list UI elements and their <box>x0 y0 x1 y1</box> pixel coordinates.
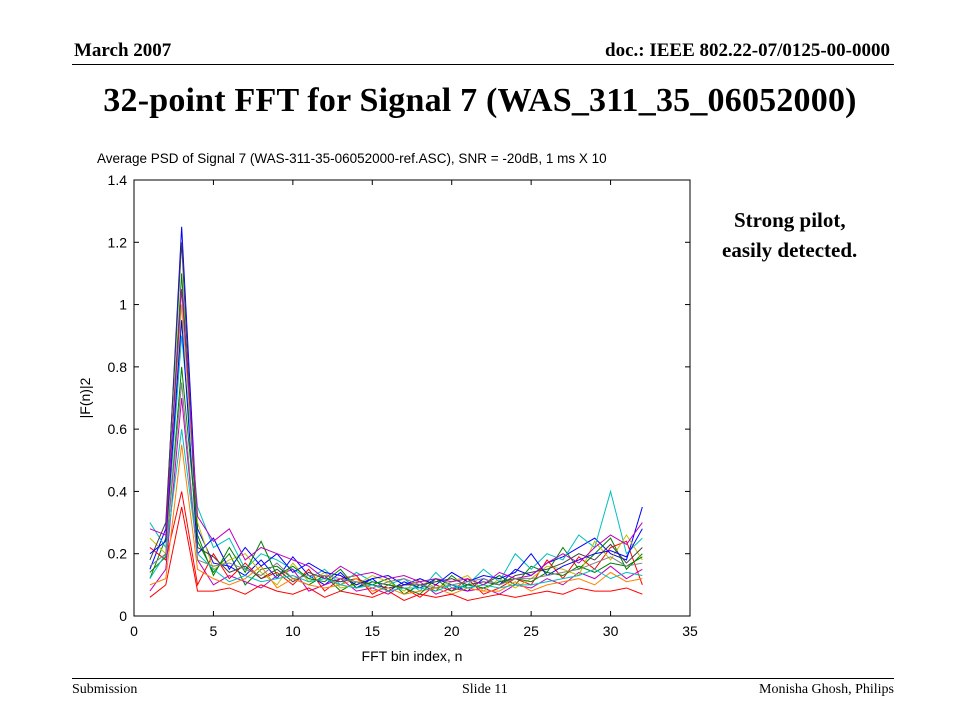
slide-title: 32-point FFT for Signal 7 (WAS_311_35_06… <box>103 82 857 119</box>
x-tick-label: 15 <box>364 623 380 639</box>
series-line-11 <box>149 506 643 601</box>
annotation-easily-detected: easily detected. <box>722 238 858 262</box>
footer-rule <box>72 678 894 679</box>
x-tick-label: 30 <box>603 623 619 639</box>
x-tick-label: 20 <box>444 623 460 639</box>
series-line-9 <box>149 320 643 586</box>
annotation-strong-pilot: Strong pilot, <box>734 208 846 232</box>
footer-slide-number: Slide 11 <box>462 682 508 697</box>
y-tick-label: 0 <box>119 608 127 624</box>
x-tick-label: 5 <box>210 623 218 639</box>
y-tick-label: 0.2 <box>108 546 128 562</box>
y-tick-label: 1.2 <box>108 234 128 250</box>
header-rule <box>72 64 894 65</box>
series-line-12 <box>149 429 643 592</box>
series-line-14 <box>149 382 643 589</box>
y-tick-label: 0.8 <box>108 359 128 375</box>
x-tick-label: 25 <box>523 623 539 639</box>
series-lines <box>149 226 643 601</box>
series-line-10 <box>149 366 643 595</box>
x-axis-label: FFT bin index, n <box>362 648 463 664</box>
series-line-2 <box>149 273 643 595</box>
x-tick-label: 0 <box>130 623 138 639</box>
chart-title: Average PSD of Signal 7 (WAS-311-35-0605… <box>97 151 607 166</box>
y-axis-label: |F(n)|2 <box>77 377 93 418</box>
footer-author: Monisha Ghosh, Philips <box>759 682 894 697</box>
psd-chart: Average PSD of Signal 7 (WAS-311-35-0605… <box>77 151 698 664</box>
header-doc-id: doc.: IEEE 802.22-07/0125-00-0000 <box>605 40 890 61</box>
series-line-6 <box>149 304 643 592</box>
plot-frame <box>133 179 691 617</box>
series-line-7 <box>149 242 643 589</box>
axis-ticks: 0 5 10 15 20 25 30 35 0 0.2 0.4 0.6 0.8 1 1.2 1.4 <box>108 172 698 639</box>
series-line-13 <box>149 288 643 586</box>
y-tick-label: 0.4 <box>108 483 128 499</box>
series-line-8 <box>149 444 643 595</box>
y-tick-label: 0.6 <box>108 421 128 437</box>
header-date: March 2007 <box>74 40 172 61</box>
footer-submission: Submission <box>72 682 138 697</box>
series-line-1 <box>149 226 643 592</box>
x-tick-label: 10 <box>285 623 301 639</box>
y-tick-label: 1 <box>119 297 127 313</box>
y-tick-label: 1.4 <box>108 172 128 188</box>
series-line-4 <box>149 335 643 592</box>
x-tick-label: 35 <box>682 623 698 639</box>
